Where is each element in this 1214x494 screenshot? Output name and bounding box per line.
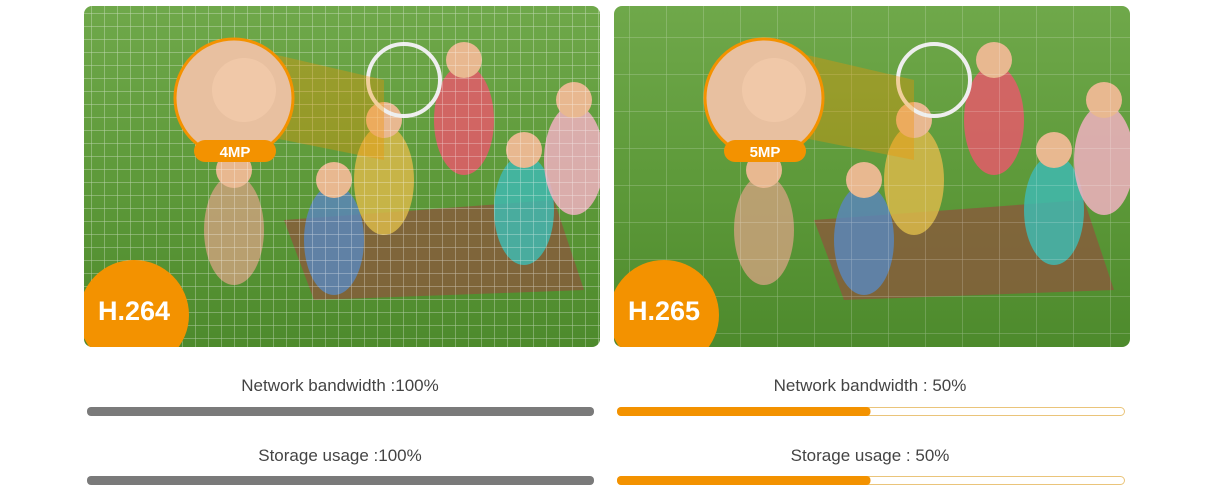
- resolution-label: 5MP: [750, 144, 781, 161]
- codec-badge: [614, 260, 719, 347]
- bar-fill: [87, 407, 594, 416]
- metric-label: Network bandwidth :100%: [241, 376, 439, 395]
- bar-fill: [617, 407, 871, 416]
- codec-label: H.264: [98, 296, 170, 326]
- photo: 5MP H.265: [614, 6, 1130, 347]
- zoom-face: [742, 58, 806, 122]
- codec-badge: [84, 260, 189, 347]
- metric-label: Network bandwidth : 50%: [774, 376, 967, 395]
- bar-fill: [617, 476, 871, 485]
- bar-fill: [87, 476, 594, 485]
- zoom-face: [212, 58, 276, 122]
- resolution-badge: [724, 140, 806, 162]
- metric-label: Storage usage : 50%: [791, 446, 950, 465]
- resolution-badge: [194, 140, 276, 162]
- resolution-label: 4MP: [220, 144, 251, 161]
- codec-label: H.265: [628, 296, 700, 326]
- photo: 4MP H.264: [84, 6, 600, 347]
- metric-label: Storage usage :100%: [258, 446, 422, 465]
